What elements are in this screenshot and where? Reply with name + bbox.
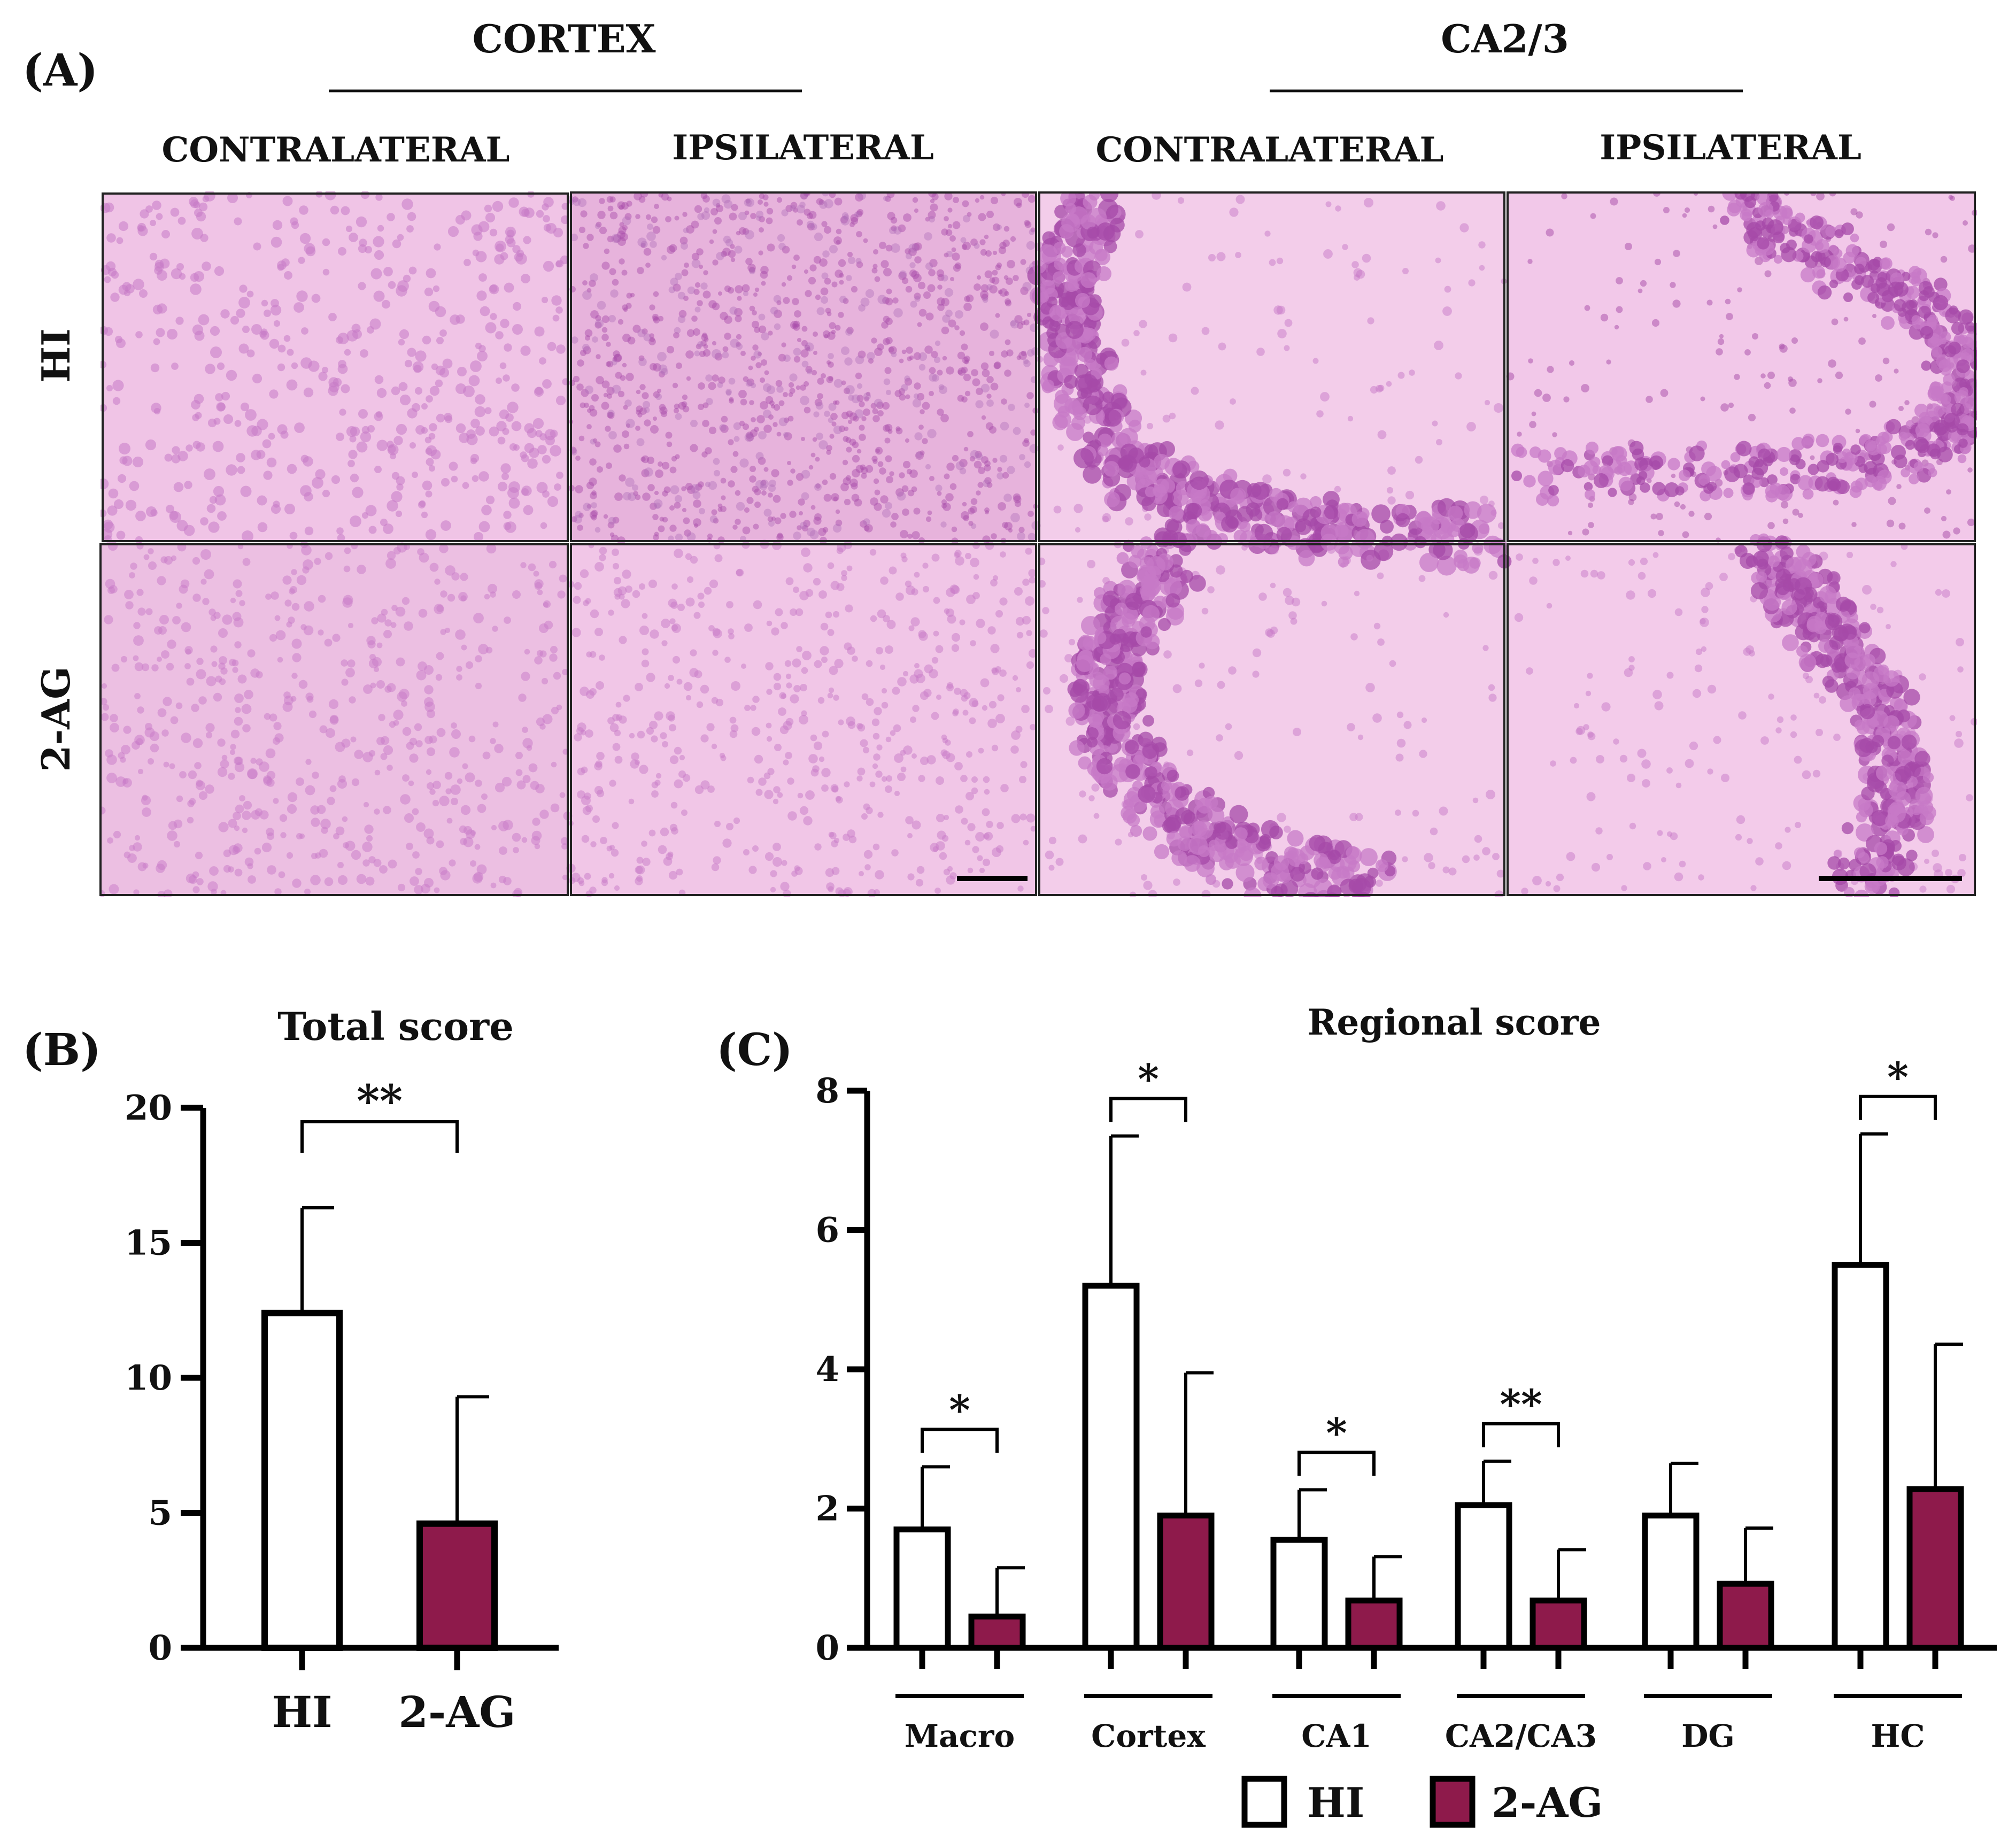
total-score-y-tick-label: 15 bbox=[125, 1223, 172, 1263]
regional-score-bar bbox=[1642, 1513, 1700, 1651]
regional-score-significance-bracket bbox=[1297, 1451, 1376, 1476]
micrograph-hi-cortex-ipsilateral bbox=[571, 192, 1036, 541]
legend: HI 2-AG bbox=[1241, 1776, 1603, 1828]
regional-score-bar bbox=[1906, 1486, 1964, 1651]
total-score-bar bbox=[416, 1520, 498, 1651]
column-label-ca23-ipsilateral: IPSILATERAL bbox=[1600, 128, 1861, 168]
column-label-cortex-ipsilateral: IPSILATERAL bbox=[672, 128, 934, 168]
total-score-bar bbox=[261, 1309, 343, 1652]
legend-label-2ag: 2-AG bbox=[1492, 1779, 1603, 1826]
micrograph-borders bbox=[99, 191, 1976, 896]
regional-score-x-tick-label: HC bbox=[1871, 1718, 1925, 1754]
regional-score-bar bbox=[1270, 1537, 1328, 1651]
column-label-cortex-contralateral: CONTRALATERAL bbox=[161, 130, 509, 170]
row-label-hi: HI bbox=[33, 328, 79, 383]
regional-score-bar bbox=[968, 1613, 1026, 1651]
group-label-ca23: CA2/3 bbox=[1441, 16, 1569, 61]
legend-swatch-2ag bbox=[1430, 1776, 1476, 1828]
regional-score-x-tick-label: CA1 bbox=[1301, 1718, 1372, 1754]
regional-score-significance-bracket bbox=[921, 1428, 999, 1453]
regional-score-y-tick-label: 2 bbox=[815, 1489, 839, 1529]
regional-score-bar bbox=[893, 1526, 951, 1651]
regional-score-bar bbox=[1082, 1283, 1140, 1651]
regional-score-significance-label: * bbox=[1887, 1053, 1909, 1101]
total-score-y-tick-label: 5 bbox=[148, 1493, 172, 1533]
panel-c-label: (C) bbox=[716, 1024, 793, 1076]
regional-score-bar bbox=[1832, 1262, 1889, 1651]
column-label-ca23-contralateral: CONTRALATERAL bbox=[1095, 130, 1443, 170]
legend-swatch-hi bbox=[1241, 1776, 1287, 1828]
regional-score-x-tick-label: Macro bbox=[905, 1718, 1015, 1754]
regional-score-bar bbox=[1530, 1597, 1587, 1651]
regional-score-x-tick-label: Cortex bbox=[1091, 1718, 1206, 1754]
regional-score-significance-label: ** bbox=[1500, 1381, 1542, 1428]
total-score-y-tick-label: 0 bbox=[148, 1628, 172, 1668]
regional-score-bar bbox=[1455, 1502, 1512, 1651]
regional-score-x-tick-label: DG bbox=[1681, 1718, 1735, 1754]
regional-score-y-tick-label: 0 bbox=[815, 1628, 839, 1668]
regional-score-significance-label: * bbox=[1326, 1409, 1347, 1456]
row-label-2ag: 2-AG bbox=[33, 666, 79, 772]
regional-score-y-tick-label: 4 bbox=[815, 1350, 839, 1390]
regional-score-bar bbox=[1717, 1580, 1774, 1651]
total-score-y-tick-label: 10 bbox=[125, 1358, 172, 1398]
regional-score-bar bbox=[1157, 1513, 1215, 1651]
total-score-chart: 0 5 10 15 20 HI 2-AG ** bbox=[125, 1076, 559, 1737]
regional-score-significance-bracket bbox=[1859, 1094, 1937, 1120]
total-score-x-tick-label: HI bbox=[272, 1687, 332, 1737]
group-label-cortex: CORTEX bbox=[473, 16, 656, 61]
total-score-significance-bracket bbox=[300, 1120, 459, 1153]
micrograph-hi-ca23-ipsilateral bbox=[1508, 192, 1975, 541]
legend-label-hi: HI bbox=[1307, 1779, 1364, 1826]
total-score-x-tick-label: 2-AG bbox=[398, 1687, 515, 1737]
total-score-significance-label: ** bbox=[357, 1076, 403, 1127]
regional-score-bar bbox=[1345, 1597, 1403, 1651]
regional-score-significance-label: * bbox=[949, 1386, 970, 1433]
regional-score-y-tick-label: 6 bbox=[815, 1210, 839, 1251]
regional-score-y-tick-label: 8 bbox=[815, 1071, 839, 1111]
regional-score-significance-label: * bbox=[1138, 1055, 1159, 1103]
regional-score-title: Regional score bbox=[1307, 1001, 1601, 1043]
regional-score-significance-bracket bbox=[1109, 1097, 1187, 1122]
regional-score-significance-bracket bbox=[1482, 1422, 1560, 1447]
regional-score-x-tick-label: CA2/CA3 bbox=[1445, 1718, 1597, 1754]
total-score-title: Total score bbox=[277, 1004, 514, 1049]
panel-b-label: (B) bbox=[22, 1024, 101, 1076]
total-score-y-tick-label: 20 bbox=[125, 1088, 172, 1128]
panel-a-label: (A) bbox=[22, 45, 98, 96]
